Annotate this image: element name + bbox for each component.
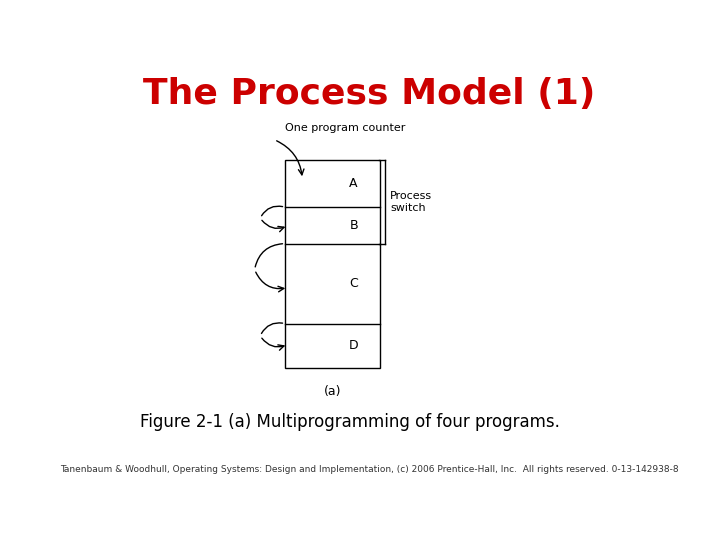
Text: B: B xyxy=(349,219,358,232)
Bar xyxy=(285,160,380,368)
Text: Process
switch: Process switch xyxy=(390,191,432,213)
Text: Figure 2-1 (a) Multiprogramming of four programs.: Figure 2-1 (a) Multiprogramming of four … xyxy=(140,414,560,431)
Text: Tanenbaum & Woodhull, Operating Systems: Design and Implementation, (c) 2006 Pre: Tanenbaum & Woodhull, Operating Systems:… xyxy=(60,465,678,474)
Text: D: D xyxy=(348,340,359,353)
Text: A: A xyxy=(349,177,358,190)
Text: One program counter: One program counter xyxy=(285,124,405,133)
Text: (a): (a) xyxy=(324,385,341,398)
Text: C: C xyxy=(349,277,358,290)
Text: The Process Model (1): The Process Model (1) xyxy=(143,77,595,111)
